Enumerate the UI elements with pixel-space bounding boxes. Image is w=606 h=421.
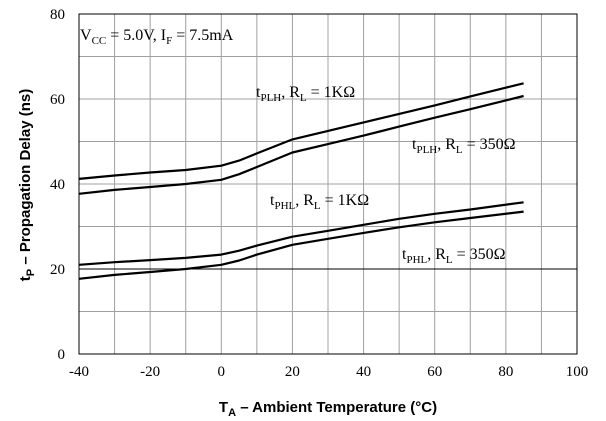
series-group bbox=[78, 82, 524, 280]
plot-border bbox=[78, 13, 578, 355]
series-line-1 bbox=[78, 94, 524, 195]
y-axis-title: tP – Propagation Delay (ns) bbox=[17, 89, 37, 281]
x-tick-label: 0 bbox=[218, 364, 226, 380]
series-label-tphl-1k: tPHL, RL = 1KΩ bbox=[270, 192, 369, 212]
plot-frame bbox=[78, 13, 578, 355]
series-line-2 bbox=[78, 201, 524, 266]
y-tick-label: 0 bbox=[58, 347, 66, 363]
y-tick-label: 40 bbox=[50, 177, 65, 193]
x-axis-title: TA – Ambient Temperature (°C) bbox=[219, 399, 437, 419]
series-line-3 bbox=[78, 210, 524, 280]
y-tick-label: 60 bbox=[50, 92, 65, 108]
y-tick-label: 80 bbox=[50, 7, 65, 23]
x-tick-label: 80 bbox=[498, 364, 513, 380]
series-line-0 bbox=[78, 82, 524, 180]
series-label-tplh-350: tPLH, RL = 350Ω bbox=[412, 136, 516, 156]
y-tick-label: 20 bbox=[50, 262, 65, 278]
x-tick-label: -20 bbox=[140, 364, 160, 380]
series-label-tphl-350: tPHL, RL = 350Ω bbox=[402, 246, 506, 266]
x-tick-label: 60 bbox=[427, 364, 442, 380]
grid bbox=[79, 14, 577, 354]
conditions-label: VCC = 5.0V, IF = 7.5mA bbox=[80, 27, 234, 47]
series-label-tplh-1k: tPLH, RL = 1KΩ bbox=[256, 84, 355, 104]
tick-labels: -40 -20 0 20 40 60 80 100 0 20 40 60 80 bbox=[50, 7, 588, 380]
x-tick-label: 40 bbox=[356, 364, 371, 380]
x-tick-label: 100 bbox=[566, 364, 589, 380]
x-tick-label: -40 bbox=[69, 364, 89, 380]
x-tick-label: 20 bbox=[285, 364, 300, 380]
